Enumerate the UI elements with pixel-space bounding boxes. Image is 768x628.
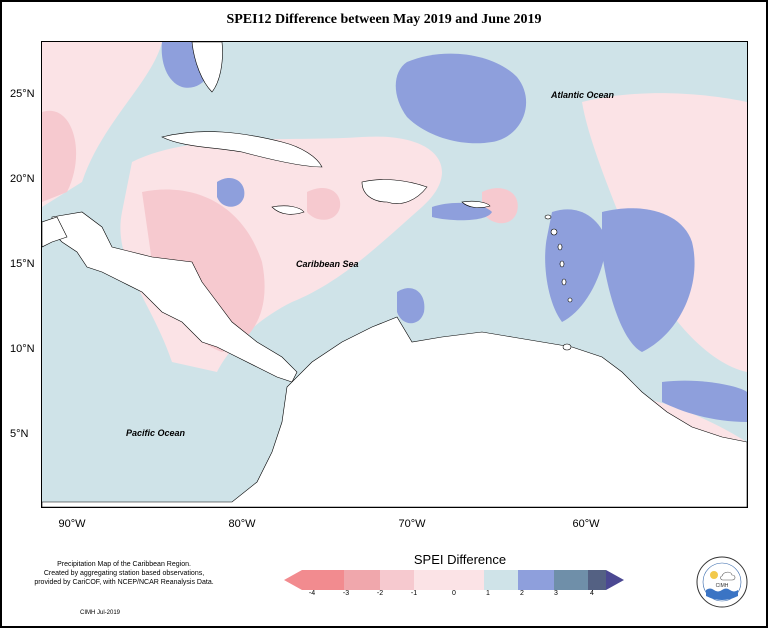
- pos-region-east: [602, 208, 695, 352]
- credits-line1: Precipitation Map of the Caribbean Regio…: [57, 561, 191, 568]
- sun-icon: [710, 571, 718, 579]
- lat-tick-15: 15°N: [10, 258, 35, 270]
- legend-tick-1: 1: [486, 590, 490, 597]
- pos-region-maracaibo: [397, 288, 425, 324]
- legend-swatch-3: [414, 570, 484, 590]
- label-caribbean-sea: Caribbean Sea: [296, 259, 359, 269]
- legend-title: SPEI Difference: [413, 552, 507, 567]
- lon-tick-60: 60°W: [572, 518, 600, 530]
- cimh-logo: CIMH: [696, 556, 748, 608]
- legend-swatch-7: [588, 570, 606, 590]
- logo-text: CIMH: [716, 583, 729, 589]
- legend-swatch-6: [554, 570, 588, 590]
- map-panel[interactable]: Atlantic Ocean Caribbean Sea Pacific Oce…: [41, 41, 748, 508]
- lon-tick-90: 90°W: [58, 518, 86, 530]
- legend-arrow-right: [606, 570, 624, 590]
- lon-tick-70: 70°W: [398, 518, 426, 530]
- land-cuba: [161, 131, 323, 168]
- credits-block: Precipitation Map of the Caribbean Regio…: [14, 560, 234, 587]
- neg-region-far-west: [42, 110, 77, 202]
- waves-icon: [706, 588, 738, 600]
- neg-region-hispaniola: [307, 187, 341, 220]
- lat-tick-5: 5°N: [10, 428, 29, 440]
- map-title: SPEI12 Difference between May 2019 and J…: [226, 12, 542, 27]
- legend-colorbar: [284, 570, 624, 590]
- legend-tick-m3: -3: [342, 590, 350, 597]
- label-atlantic-ocean: Atlantic Ocean: [551, 90, 615, 100]
- legend-swatch-5: [518, 570, 554, 590]
- lesser-antilles: [544, 214, 573, 351]
- land-mexico: [42, 216, 68, 248]
- legend-swatch-4: [484, 570, 518, 590]
- land-puerto-rico: [461, 200, 491, 208]
- land-hispaniola: [361, 179, 428, 204]
- legend-tick-4: 4: [590, 590, 594, 597]
- lon-tick-80: 80°W: [228, 518, 256, 530]
- land-central-america: [51, 211, 298, 383]
- legend-tick-2: 2: [520, 590, 524, 597]
- neg-region-puerto-rico: [482, 188, 518, 224]
- legend-tick-m2: -2: [376, 590, 384, 597]
- legend-tick-3: 3: [554, 590, 558, 597]
- cloud-icon: [720, 571, 736, 581]
- legend-swatch-2: [380, 570, 414, 590]
- land-florida: [191, 42, 223, 93]
- land-south-america: [42, 316, 747, 507]
- pos-region-atlantic-north: [395, 53, 527, 144]
- lat-tick-20: 20°N: [10, 173, 35, 185]
- legend-swatch-0: [302, 570, 344, 590]
- neg-region-central-strong: [142, 189, 265, 352]
- pos-region-antilles: [545, 209, 607, 322]
- pos-region-cuba: [217, 177, 245, 207]
- legend-swatch-1: [344, 570, 380, 590]
- lat-tick-25: 25°N: [10, 88, 35, 100]
- credits-line2: Created by aggregating station based obs…: [43, 570, 205, 577]
- pos-region-southeast: [662, 380, 747, 422]
- land-jamaica: [271, 205, 305, 215]
- label-pacific-ocean: Pacific Ocean: [126, 428, 186, 438]
- credits-footer: CIMH Jul-2019: [80, 610, 121, 616]
- lat-tick-10: 10°N: [10, 343, 35, 355]
- legend-tick-m1: -1: [410, 590, 418, 597]
- legend-tick-m4: -4: [308, 590, 316, 597]
- map-svg: [42, 42, 747, 507]
- legend-tick-0: 0: [452, 590, 456, 597]
- legend-arrow-left: [284, 570, 302, 590]
- credits-line3: provided by CariCOF, with NCEP/NCAR Rean…: [34, 579, 214, 586]
